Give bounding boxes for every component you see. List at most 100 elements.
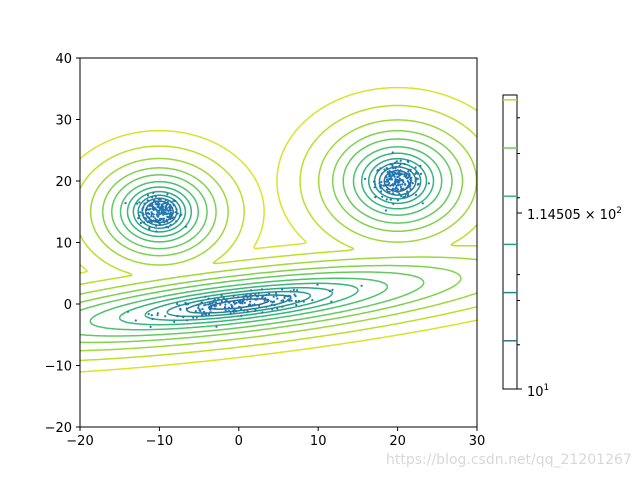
sample-point [250, 289, 253, 292]
sample-point [281, 305, 284, 308]
sample-point [231, 305, 234, 308]
sample-point [184, 225, 187, 228]
sample-point [403, 172, 407, 175]
sample-point [149, 207, 152, 210]
sample-point [388, 177, 391, 180]
sample-point [170, 206, 174, 209]
sample-point [406, 177, 409, 180]
contour-level [80, 86, 477, 373]
sample-point [167, 226, 170, 229]
contour-lines [80, 86, 477, 373]
sample-point [289, 295, 292, 298]
sample-point [240, 306, 243, 309]
sample-point [149, 325, 152, 328]
sample-point [246, 298, 249, 301]
y-axis: −20 −10 0 10 20 30 40 [45, 52, 80, 436]
sample-point [386, 190, 389, 193]
sample-point [215, 301, 218, 304]
x-tick-label: 10 [310, 434, 327, 449]
sample-point [330, 300, 333, 303]
sample-point [378, 185, 381, 188]
sample-point [213, 305, 216, 308]
sample-point [397, 173, 400, 176]
sample-point [385, 183, 388, 186]
sample-point [273, 300, 276, 303]
sample-point [242, 309, 245, 312]
sample-point [126, 310, 130, 313]
sample-point [124, 202, 127, 205]
sample-point [383, 184, 386, 187]
sample-point [201, 313, 204, 316]
sample-point [271, 308, 274, 311]
sample-point [139, 221, 142, 225]
sample-point [380, 190, 383, 193]
plot-frame [79, 57, 478, 428]
sample-point [360, 284, 363, 287]
y-tick-label: 10 [55, 237, 72, 252]
contour-level [132, 157, 428, 321]
sample-point [398, 177, 401, 180]
sample-point [227, 309, 230, 313]
colorbar: 101 1.14505 × 102 [502, 94, 622, 400]
sample-point [263, 298, 266, 301]
sample-point [231, 307, 234, 310]
sample-point [220, 294, 223, 297]
sample-point [224, 303, 227, 306]
sample-point [302, 300, 305, 303]
contour-level [118, 152, 435, 326]
sample-point [272, 295, 275, 298]
sample-point [414, 172, 417, 175]
sample-point [149, 219, 152, 223]
sample-point [204, 303, 207, 306]
sample-point [399, 159, 402, 162]
sample-point [157, 200, 160, 204]
sample-point [294, 295, 297, 298]
sample-point [202, 310, 206, 313]
sample-point [265, 305, 268, 308]
sample-point [159, 223, 162, 226]
sample-point [173, 320, 176, 323]
sample-point [316, 283, 319, 286]
sample-point [399, 185, 402, 188]
sample-point [374, 183, 377, 186]
sample-point [394, 178, 398, 181]
x-tick-label: 0 [235, 434, 243, 449]
sample-point [258, 306, 261, 309]
sample-point [157, 204, 160, 207]
sample-point [224, 305, 227, 309]
contour-level [80, 138, 453, 337]
sample-point [246, 310, 249, 313]
sample-point [402, 181, 405, 184]
sample-point [239, 308, 243, 311]
sample-point [380, 172, 383, 175]
x-tick-label: −20 [66, 434, 93, 449]
sample-point [395, 165, 398, 169]
sample-point [387, 183, 390, 186]
sample-point [427, 182, 430, 185]
sample-point [274, 292, 278, 295]
sample-point [159, 217, 162, 220]
sample-point [379, 167, 382, 170]
sample-point [275, 294, 278, 297]
sample-point [248, 304, 251, 307]
sample-point [241, 299, 244, 302]
sample-point [166, 215, 169, 218]
sample-point [249, 296, 252, 299]
sample-point [159, 206, 162, 209]
sample-point [136, 202, 139, 205]
sample-point [389, 175, 392, 178]
sample-point [166, 209, 169, 212]
sample-point [141, 207, 144, 210]
sample-point [147, 216, 150, 219]
sample-point [273, 304, 276, 307]
scatter-points [124, 151, 430, 328]
sample-point [238, 305, 241, 308]
sample-point [192, 316, 195, 319]
sample-point [197, 306, 200, 310]
sample-point [257, 292, 260, 295]
sample-point [421, 202, 424, 205]
sample-point [408, 185, 411, 188]
sample-point [165, 213, 168, 216]
sample-point [151, 196, 154, 199]
sample-point [161, 204, 164, 207]
